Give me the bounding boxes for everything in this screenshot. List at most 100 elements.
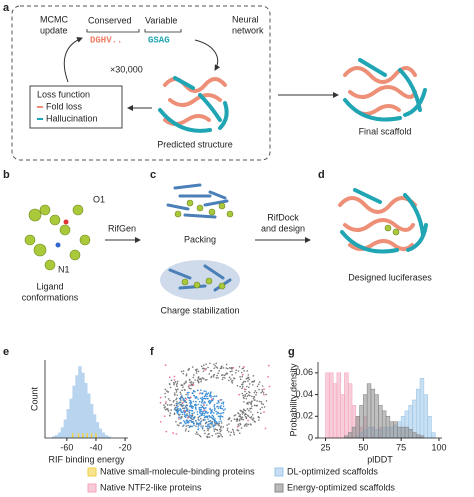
dot xyxy=(206,395,208,398)
dot xyxy=(193,394,195,397)
dot xyxy=(174,406,177,409)
dot xyxy=(219,412,222,415)
label: Designed luciferases xyxy=(348,272,432,282)
dot xyxy=(182,386,184,388)
x-tick-label: -40 xyxy=(89,442,102,452)
dot xyxy=(244,423,247,426)
dot xyxy=(198,424,200,426)
dot xyxy=(183,383,186,385)
dot xyxy=(197,416,200,419)
bar xyxy=(419,377,425,439)
panel-letter: a xyxy=(3,2,10,14)
dot xyxy=(202,364,205,366)
dot xyxy=(194,379,196,381)
dot xyxy=(197,381,200,384)
dot xyxy=(184,422,187,425)
arrow xyxy=(194,39,221,71)
dot xyxy=(188,391,190,394)
dot xyxy=(265,393,267,396)
dot xyxy=(173,404,176,407)
dot xyxy=(238,393,241,396)
label: Fold loss xyxy=(46,101,83,111)
dot xyxy=(203,367,205,370)
dot xyxy=(261,406,263,409)
dot xyxy=(213,409,216,411)
dot xyxy=(226,429,229,431)
dot xyxy=(200,392,202,394)
dot xyxy=(205,412,207,414)
dot xyxy=(239,378,242,381)
dot xyxy=(217,399,219,402)
dot xyxy=(248,391,250,393)
dot xyxy=(244,409,247,412)
dot xyxy=(183,420,185,422)
label: Variable xyxy=(145,15,177,25)
dot xyxy=(216,413,218,415)
legend-label: Native NTF2-like proteins xyxy=(100,482,202,492)
dot xyxy=(201,392,204,394)
dot xyxy=(185,401,188,404)
dot xyxy=(242,394,244,397)
dot xyxy=(204,369,207,371)
dot xyxy=(239,376,241,378)
dot xyxy=(212,398,215,400)
dot xyxy=(201,367,204,370)
dot xyxy=(250,407,253,410)
dot xyxy=(199,389,202,391)
dot xyxy=(206,416,209,419)
dot xyxy=(184,416,187,418)
dot xyxy=(221,415,224,418)
dot xyxy=(241,416,244,419)
packing-illustration xyxy=(166,183,234,219)
label: network xyxy=(232,25,264,35)
dot xyxy=(195,425,197,427)
dot xyxy=(170,403,173,406)
dot xyxy=(187,394,189,396)
bar xyxy=(336,372,341,439)
dot xyxy=(221,378,224,381)
dot xyxy=(220,422,223,424)
dot xyxy=(242,381,244,384)
dot xyxy=(240,417,242,419)
dot xyxy=(221,365,223,367)
protein xyxy=(158,76,229,133)
dot xyxy=(178,401,181,403)
dot xyxy=(243,388,246,391)
dot xyxy=(230,367,233,370)
dot xyxy=(210,400,212,402)
dot xyxy=(176,408,179,411)
dot xyxy=(187,424,189,427)
dot xyxy=(188,399,191,402)
dot xyxy=(241,373,244,376)
dot xyxy=(245,385,248,388)
dot xyxy=(232,366,235,369)
dot xyxy=(190,383,193,385)
dot xyxy=(247,403,249,405)
dot xyxy=(175,383,178,386)
bar xyxy=(385,415,391,439)
dot xyxy=(217,432,219,434)
dot xyxy=(242,418,245,421)
dot xyxy=(253,396,256,399)
bar xyxy=(72,385,76,439)
dot xyxy=(239,422,241,425)
dot xyxy=(176,412,179,415)
dot xyxy=(172,432,174,434)
dot xyxy=(248,401,251,403)
dot xyxy=(185,398,188,400)
bar xyxy=(66,409,71,439)
dot xyxy=(252,417,255,419)
dot xyxy=(220,399,223,401)
dot xyxy=(213,430,216,432)
dot xyxy=(197,376,200,378)
dot xyxy=(250,405,253,407)
dot xyxy=(213,363,215,366)
legend-label: DL-optimized scaffolds xyxy=(287,466,378,476)
dot xyxy=(187,430,190,433)
dot xyxy=(247,419,250,422)
dot xyxy=(182,407,184,410)
dot xyxy=(190,406,193,409)
dot xyxy=(237,423,239,426)
dot xyxy=(177,409,180,412)
dot xyxy=(208,373,211,375)
